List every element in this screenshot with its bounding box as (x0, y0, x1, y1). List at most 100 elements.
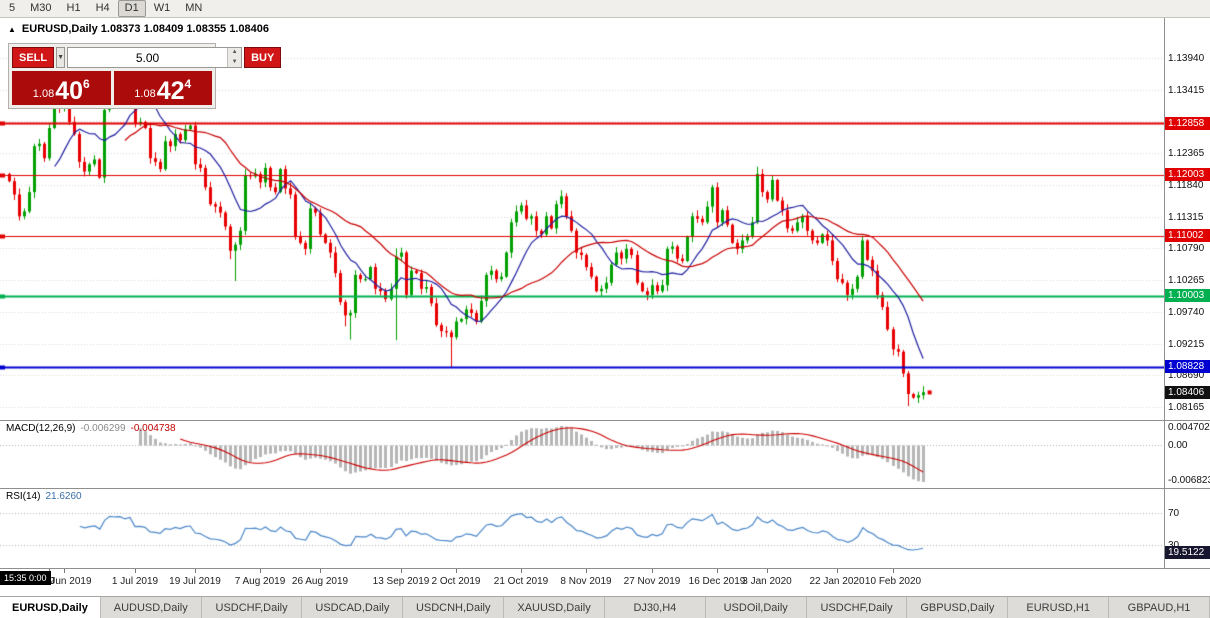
time-axis-tick (320, 569, 321, 573)
time-axis-tick (893, 569, 894, 573)
time-axis-tick (521, 569, 522, 573)
time-axis-tick (717, 569, 718, 573)
time-axis-tick (401, 569, 402, 573)
macd-axis-label: -0.006823 (1168, 475, 1210, 486)
price-axis-label: 1.08165 (1168, 402, 1205, 413)
chart-tab-usdchf-daily[interactable]: USDCHF,Daily (202, 597, 303, 618)
volume-field: ▲ ▼ (67, 47, 243, 68)
volume-up-icon[interactable]: ▲ (228, 48, 242, 58)
price-axis-label: 1.09215 (1168, 338, 1205, 350)
time-axis-tick (767, 569, 768, 573)
buy-price-big: 42 (156, 77, 185, 105)
time-axis-label: 1 Jul 2019 (111, 576, 159, 587)
sell-price-sup: 6 (83, 77, 90, 91)
rsi-name: RSI(14) (6, 491, 41, 502)
one-click-collapse-icon[interactable]: ▲ (8, 24, 16, 34)
sell-button[interactable]: SELL (12, 47, 55, 68)
time-axis-tick (135, 569, 136, 573)
rsi-current-badge: 19.5122 (1165, 546, 1210, 560)
period-button-mn[interactable]: MN (185, 2, 203, 14)
price-level-badge: 1.11002 (1165, 229, 1210, 242)
price-chart-canvas[interactable] (0, 18, 1164, 568)
macd-name: MACD(12,26,9) (6, 423, 76, 434)
period-button-h1[interactable]: H1 (66, 2, 81, 14)
period-button-d1[interactable]: D1 (117, 0, 146, 17)
time-axis-label: 8 Nov 2019 (560, 576, 612, 587)
period-button-5[interactable]: 5 (9, 2, 16, 14)
rsi-axis-label: 70 (1168, 508, 1180, 520)
price-axis-label: 1.11315 (1168, 211, 1204, 223)
sell-price-big: 40 (55, 77, 84, 105)
time-axis-label: 21 Oct 2019 (493, 576, 549, 587)
volume-input[interactable] (68, 48, 228, 67)
price-axis-label: 1.10790 (1168, 243, 1205, 255)
price-axis-label: 1.13415 (1168, 84, 1205, 96)
chart-tab-eurusd-h1[interactable]: EURUSD,H1 (1008, 597, 1110, 618)
current-price-badge: 1.08406 (1165, 385, 1210, 399)
price-axis-label: 1.10265 (1168, 275, 1205, 287)
period-button-m30[interactable]: M30 (30, 2, 52, 14)
macd-axis-label: 0.00 (1168, 439, 1188, 451)
time-badge: 15:35 0:00 (0, 571, 51, 585)
chart-tab-usdcad-daily[interactable]: USDCAD,Daily (302, 597, 404, 618)
time-axis-label: 16 Dec 2019 (688, 576, 746, 587)
volume-dropdown-icon[interactable]: ▼ (56, 47, 66, 68)
chart-tab-gbpaud-h1[interactable]: GBPAUD,H1 (1109, 597, 1210, 618)
chart-tab-dj30-h4[interactable]: DJ30,H4 (605, 597, 706, 618)
time-axis-label: 10 Feb 2020 (864, 576, 922, 587)
price-axis-label: 1.12365 (1168, 148, 1205, 160)
time-axis-label: 2 Oct 2019 (431, 576, 481, 587)
buy-button[interactable]: BUY (244, 47, 282, 68)
time-axis-label: 3 Jan 2020 (742, 576, 792, 587)
macd-main-value: -0.006299 (80, 423, 126, 434)
chart-tab-eurusd-daily[interactable]: EURUSD,Daily (0, 597, 101, 618)
price-level-badge: 1.12858 (1165, 116, 1210, 130)
one-click-trading-panel: SELL ▼ ▲ ▼ BUY 1.08 40 6 1.08 42 4 (8, 43, 282, 109)
time-axis-tick (64, 569, 65, 573)
time-axis-tick (837, 569, 838, 573)
chart-tab-usdchf-daily[interactable]: USDCHF,Daily (807, 597, 908, 618)
macd-label: MACD(12,26,9) -0.006299 -0.004738 (6, 423, 176, 434)
period-button-h4[interactable]: H4 (95, 2, 110, 14)
time-axis-tick (195, 569, 196, 573)
buy-price-sup: 4 (184, 77, 192, 91)
chart-tab-usdoil-daily[interactable]: USDOil,Daily (706, 597, 807, 618)
chart-tabs-bar: EURUSD,Daily AUDUSD,Daily USDCHF,Daily USDC… (0, 596, 1210, 618)
chart-tab-xauusd-daily[interactable]: XAUUSD,Daily (504, 597, 605, 618)
time-axis-label: 12 Jun 2019 (36, 576, 92, 587)
buy-price-prefix: 1.08 (134, 88, 156, 100)
price-level-badge: 1.08828 (1165, 360, 1210, 374)
price-level-badge: 1.10003 (1165, 289, 1210, 303)
time-axis-label: 13 Sep 2019 (372, 576, 430, 587)
chart-tab-audusd-daily[interactable]: AUDUSD,Daily (101, 597, 202, 618)
time-axis-tick (652, 569, 653, 573)
time-axis-label: 26 Aug 2019 (291, 576, 349, 587)
price-axis-label: 1.13940 (1168, 52, 1205, 64)
period-button-w1[interactable]: W1 (153, 2, 171, 14)
macd-pane-separator[interactable] (0, 420, 1210, 421)
chart-title-text: EURUSD,Daily 1.08373 1.08409 1.08355 1.0… (21, 23, 269, 35)
time-axis-label: 27 Nov 2019 (623, 576, 681, 587)
volume-down-icon[interactable]: ▼ (228, 57, 242, 67)
macd-axis-label: 0.004702 (1168, 422, 1210, 433)
rsi-axis-label: 30 (1168, 539, 1180, 551)
time-axis-label: 7 Aug 2019 (234, 576, 286, 587)
timeframe-toolbar: 5 M30 H1 H4 D1 W1 MN (0, 0, 1210, 18)
macd-signal-value: -0.004738 (130, 423, 176, 434)
volume-stepper: ▲ ▼ (227, 48, 242, 67)
time-axis-label: 19 Jul 2019 (169, 576, 221, 587)
buy-price-display[interactable]: 1.08 42 4 (113, 71, 212, 105)
chart-tab-gbpusd-daily[interactable]: GBPUSD,Daily (907, 597, 1009, 618)
chart-title: ▲ EURUSD,Daily 1.08373 1.08409 1.08355 1… (8, 23, 269, 35)
chart-window: 1.139401.134151.128901.123651.118401.113… (0, 18, 1210, 568)
chart-tab-usdcnh-daily[interactable]: USDCNH,Daily (403, 597, 505, 618)
rsi-pane-separator[interactable] (0, 488, 1210, 489)
time-axis-tick (586, 569, 587, 573)
price-axis-label: 1.09740 (1168, 306, 1205, 318)
sell-price-display[interactable]: 1.08 40 6 (12, 71, 111, 105)
time-axis-tick (260, 569, 261, 573)
price-axis-label: 1.11840 (1168, 179, 1204, 191)
price-level-badge: 1.12003 (1165, 168, 1210, 182)
